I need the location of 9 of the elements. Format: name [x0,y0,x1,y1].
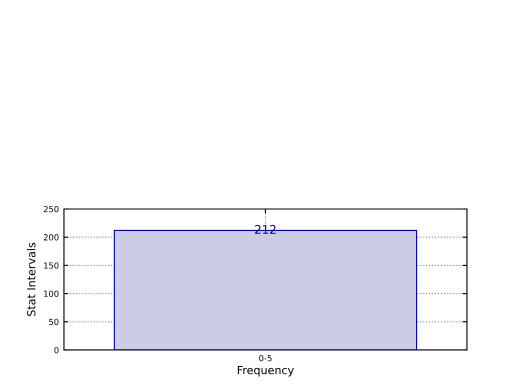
x-tick-label: 0-5 [259,354,272,362]
y-tick-label: 150 [44,262,59,269]
y-tick-label: 50 [49,318,59,326]
y-tick-label: 100 [44,290,59,297]
y-tick-label: 200 [44,234,59,240]
y-tick-label: 250 [44,206,59,212]
y-axis-title: Stat Intervals [26,242,36,316]
x-axis-title: Frequency [238,366,294,376]
y-tick-label: 0 [54,346,59,354]
